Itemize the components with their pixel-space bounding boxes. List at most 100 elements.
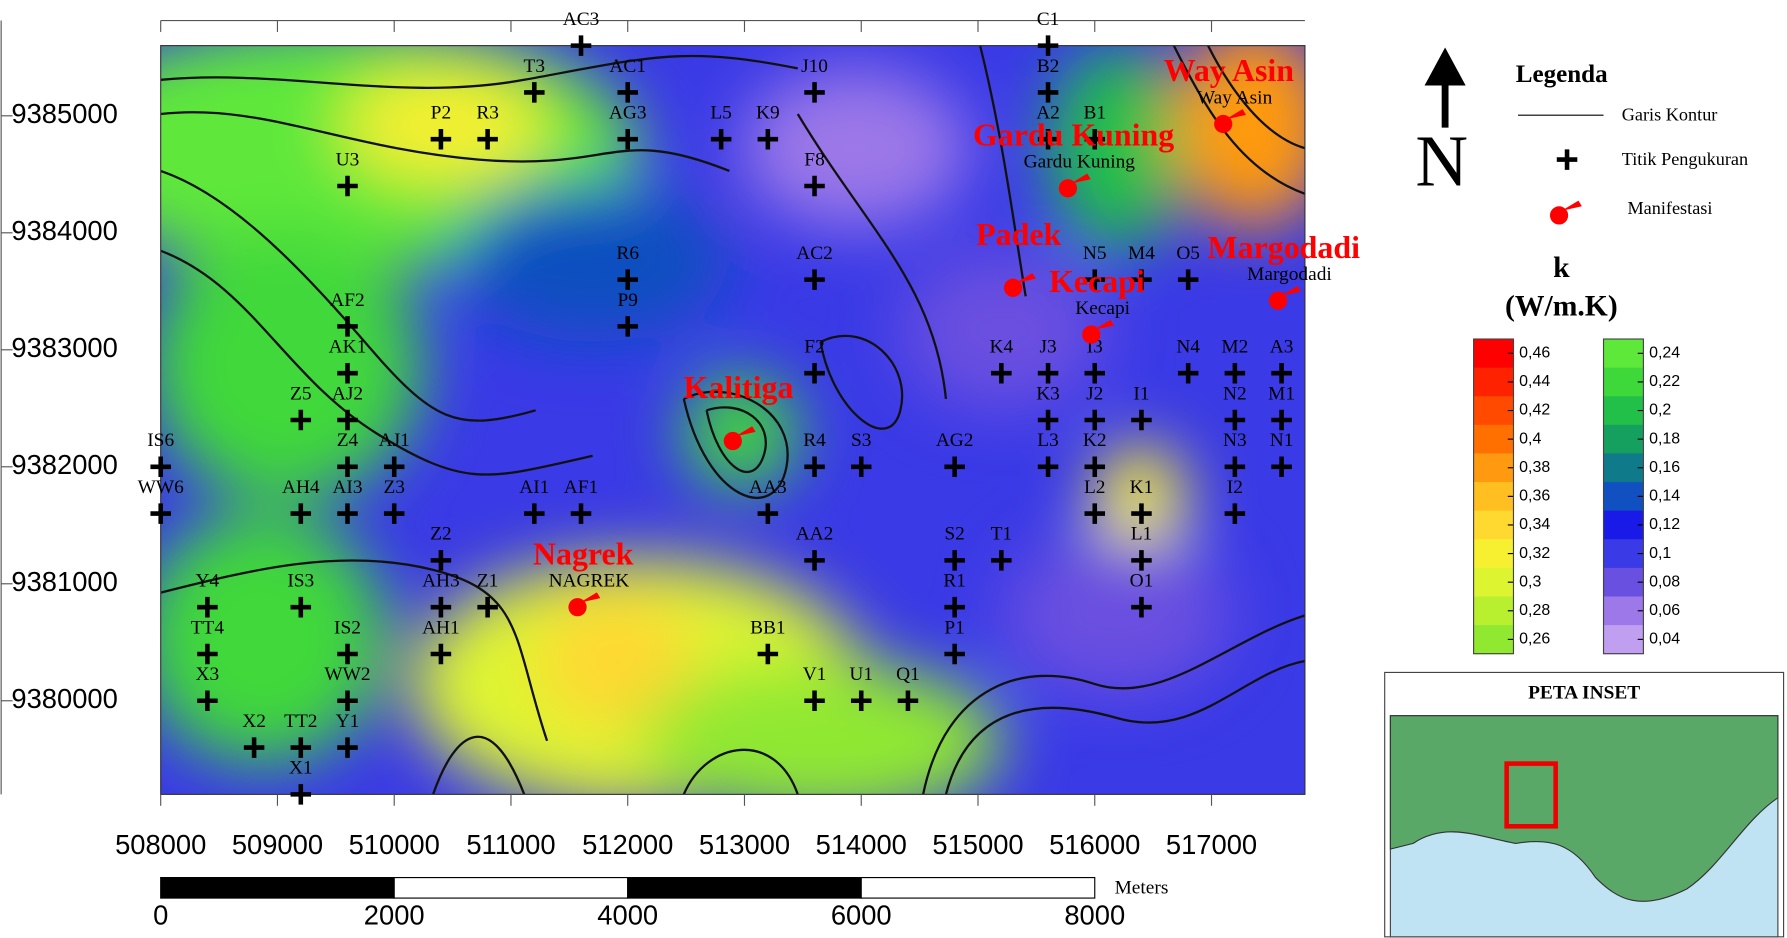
point-label: Z1 bbox=[477, 571, 499, 592]
scale-label: 0 bbox=[153, 900, 168, 931]
point-label: Z5 bbox=[290, 383, 312, 404]
measure-point bbox=[1037, 82, 1059, 103]
scale-segment bbox=[627, 877, 862, 899]
point-label: WW2 bbox=[324, 664, 370, 685]
measure-point bbox=[477, 128, 498, 150]
point-label: P1 bbox=[944, 617, 964, 638]
point-label: N4 bbox=[1176, 337, 1200, 358]
measure-point bbox=[710, 128, 732, 150]
colorbar-label: 0,26 bbox=[1519, 631, 1550, 648]
manifestation-name: Nagrek bbox=[533, 536, 634, 571]
point-label: AH1 bbox=[422, 617, 460, 638]
point-label: R3 bbox=[476, 103, 499, 124]
y-tick-label: 9384000 bbox=[11, 215, 117, 246]
measure-point bbox=[1131, 503, 1152, 524]
measure-point bbox=[1271, 362, 1292, 384]
measure-point bbox=[1177, 269, 1199, 290]
point-label: AC2 bbox=[796, 243, 833, 264]
measure-point bbox=[617, 269, 638, 290]
manifestation-name: Kalitiga bbox=[684, 370, 794, 405]
manifestation-arrow bbox=[1280, 285, 1301, 297]
point-label: P2 bbox=[431, 103, 451, 124]
scale-label: 8000 bbox=[1064, 900, 1125, 931]
colorbar-band bbox=[1603, 567, 1644, 598]
point-label: B1 bbox=[1083, 103, 1106, 124]
point-label: K1 bbox=[1130, 477, 1154, 498]
scale-unit: Meters bbox=[1115, 877, 1169, 898]
point-label: X2 bbox=[242, 711, 266, 732]
scale-segment bbox=[860, 877, 1096, 899]
measure-point bbox=[1037, 409, 1059, 431]
point-label: AJ1 bbox=[379, 430, 410, 451]
colorbar-band bbox=[1603, 367, 1644, 397]
colorbar-band bbox=[1473, 367, 1514, 397]
legend-item: Titik Pengukuran bbox=[1622, 149, 1748, 169]
colorbar-band bbox=[1473, 625, 1514, 655]
colorbar-label: 0,08 bbox=[1649, 573, 1680, 590]
manifestation-label: Gardu Kuning bbox=[1024, 152, 1136, 173]
point-label: K3 bbox=[1036, 383, 1060, 404]
measure-point bbox=[1224, 503, 1246, 524]
measure-point bbox=[197, 690, 218, 712]
measure-point bbox=[197, 643, 218, 665]
point-label: AK1 bbox=[329, 337, 367, 358]
y-tick-label: 9381000 bbox=[11, 566, 117, 597]
manifestation-label: Margodadi bbox=[1247, 264, 1332, 285]
measure-point bbox=[383, 456, 405, 478]
measure-point bbox=[1131, 596, 1152, 618]
manifestation bbox=[1058, 179, 1078, 198]
x-tick-label: 510000 bbox=[349, 829, 440, 860]
measure-point bbox=[1224, 456, 1246, 478]
point-label: BB1 bbox=[750, 617, 786, 638]
colorbar-band bbox=[1473, 339, 1514, 369]
measure-point bbox=[804, 82, 825, 103]
manifestation-arrow bbox=[1225, 109, 1246, 120]
measure-point bbox=[991, 550, 1012, 571]
y-tick-label: 9380000 bbox=[11, 683, 117, 714]
x-tick-label: 517000 bbox=[1166, 829, 1257, 860]
point-label: A2 bbox=[1036, 103, 1060, 124]
point-label: K9 bbox=[756, 103, 780, 124]
measure-point bbox=[430, 550, 452, 571]
manifestation bbox=[1214, 114, 1233, 134]
k-field bbox=[160, 45, 1305, 795]
colorbar-band bbox=[1473, 510, 1514, 540]
measure-point bbox=[290, 737, 312, 758]
point-label: AH3 bbox=[422, 571, 460, 592]
colorbar-band bbox=[1603, 424, 1644, 455]
point-label: A3 bbox=[1270, 337, 1294, 358]
point-label: IS3 bbox=[287, 571, 314, 592]
measure-point bbox=[290, 784, 312, 805]
measure-point bbox=[150, 456, 171, 478]
colorbar-label: 0,18 bbox=[1649, 430, 1680, 447]
colorbar-band bbox=[1473, 567, 1514, 598]
colorbar-band bbox=[1473, 396, 1514, 426]
point-label: X1 bbox=[289, 758, 313, 779]
measure-point bbox=[804, 690, 825, 712]
manifestation-name: Way Asin bbox=[1164, 53, 1295, 88]
colorbar-label: 0,06 bbox=[1649, 602, 1680, 619]
measure-point bbox=[757, 128, 779, 150]
scale-label: 4000 bbox=[597, 900, 658, 931]
measure-point bbox=[1037, 456, 1059, 478]
point-label: AC3 bbox=[563, 9, 600, 30]
colorbar-label: 0,1 bbox=[1649, 545, 1671, 562]
point-label: AJ2 bbox=[332, 383, 363, 404]
point-label: U1 bbox=[849, 664, 873, 685]
measure-point bbox=[1037, 128, 1059, 150]
point-label: F2 bbox=[804, 337, 824, 358]
measure-point bbox=[1037, 35, 1059, 56]
inset-land bbox=[1389, 715, 1779, 902]
measure-point bbox=[430, 596, 452, 618]
point-label: M2 bbox=[1221, 337, 1248, 358]
colorbar-label: 0,34 bbox=[1519, 516, 1550, 533]
point-label: Z2 bbox=[430, 524, 452, 545]
colorbar-label: 0,46 bbox=[1519, 345, 1550, 362]
measure-point bbox=[1177, 362, 1199, 384]
measure-point bbox=[337, 503, 358, 524]
manifestation bbox=[568, 598, 587, 617]
measure-point bbox=[617, 316, 638, 337]
measure-point bbox=[197, 596, 218, 618]
colorbar-label: 0,14 bbox=[1649, 488, 1680, 505]
